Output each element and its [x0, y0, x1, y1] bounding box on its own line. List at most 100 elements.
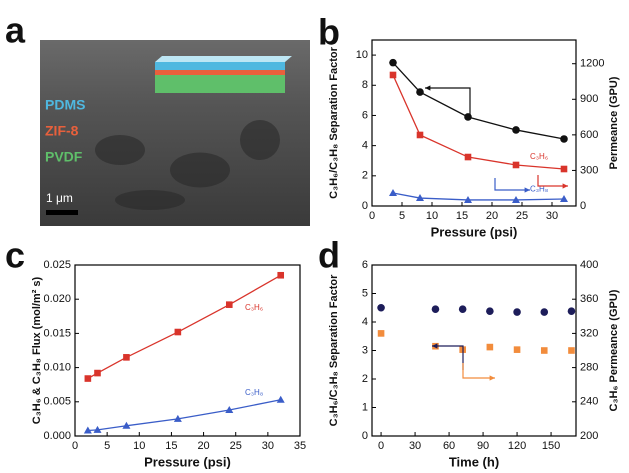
- x-tick-label: 60: [443, 440, 455, 452]
- x-tick-label: 30: [546, 210, 558, 222]
- marker: [512, 195, 520, 203]
- y-tick-label: 4: [362, 316, 368, 328]
- y-axis-label: C₃H₆/C₃H₈ Separation Factor: [328, 274, 340, 426]
- marker: [512, 126, 520, 134]
- y2-tick-label: 1200: [580, 58, 604, 70]
- y2-tick-label: 320: [580, 327, 598, 339]
- marker: [225, 406, 234, 414]
- y-tick-label: 2: [362, 170, 368, 182]
- marker: [416, 131, 424, 139]
- marker: [512, 161, 520, 169]
- layer-label: PVDF: [45, 149, 83, 165]
- marker: [464, 195, 472, 203]
- marker: [560, 135, 568, 143]
- y-axis-label: C₃H₆/C₃H₈ Separation Factor: [328, 46, 340, 198]
- series-name: C₃H₆: [530, 152, 548, 161]
- y-tick-label: 5: [362, 287, 368, 299]
- arrow-head: [524, 187, 530, 193]
- y-tick-label: 3: [362, 344, 368, 356]
- series-name: C₃H₆: [245, 303, 263, 312]
- marker: [122, 421, 131, 429]
- x-axis-label: Time (h): [449, 454, 499, 469]
- y-tick-label: 0.025: [43, 259, 71, 271]
- plot-frame: [371, 39, 577, 207]
- arrow-head: [562, 183, 568, 189]
- panel-label: c: [5, 235, 25, 276]
- y-axis-label: C₃H₆ & C₃H₈ Flux (mol/m² s): [31, 276, 43, 424]
- pore: [170, 152, 230, 188]
- marker: [389, 58, 397, 67]
- y-tick-label: 4: [362, 140, 368, 152]
- inset-pvdf: [155, 75, 285, 93]
- y2-tick-label: 900: [580, 93, 598, 105]
- marker: [464, 153, 472, 161]
- inset-pdms: [155, 62, 285, 70]
- x-tick-label: 15: [165, 440, 177, 452]
- y-tick-label: 0.015: [43, 327, 71, 339]
- marker: [416, 88, 424, 96]
- y-tick-label: 10: [356, 49, 368, 61]
- arrow: [432, 345, 464, 370]
- marker: [540, 308, 549, 316]
- arrow-head: [432, 343, 438, 349]
- marker: [464, 113, 472, 121]
- panel-label: b: [318, 12, 340, 53]
- panel-label: d: [318, 235, 340, 276]
- y2-axis-label: C₃H₆ Permeance (GPU): [608, 289, 620, 411]
- y2-tick-label: 400: [580, 259, 598, 271]
- x-tick-label: 5: [399, 210, 405, 222]
- y-tick-label: 0: [362, 430, 368, 442]
- y-tick-label: 8: [362, 79, 368, 91]
- x-tick-label: 15: [456, 210, 468, 222]
- y-tick-label: 6: [362, 109, 368, 121]
- series-line: [87, 274, 282, 380]
- x-axis-label: Pressure (psi): [144, 454, 231, 469]
- layer-label: PDMS: [45, 97, 85, 113]
- arrow: [425, 87, 471, 118]
- y2-tick-label: 280: [580, 362, 598, 374]
- scale-bar: [46, 210, 78, 215]
- marker: [458, 305, 467, 313]
- marker: [513, 346, 521, 353]
- marker: [123, 354, 130, 361]
- marker: [560, 195, 568, 203]
- y-tick-label: 0.020: [43, 293, 71, 305]
- series-line: [392, 62, 565, 140]
- x-tick-label: 25: [230, 440, 242, 452]
- series-line: [87, 399, 281, 432]
- inset-top: [155, 56, 292, 62]
- y-tick-label: 0.000: [43, 430, 71, 442]
- marker: [83, 426, 92, 434]
- x-tick-label: 20: [197, 440, 209, 452]
- inset-zif: [155, 70, 285, 75]
- marker: [94, 369, 101, 377]
- x-tick-label: 120: [508, 440, 526, 452]
- marker: [93, 425, 102, 433]
- marker: [173, 414, 182, 422]
- marker: [486, 307, 494, 315]
- y-tick-label: 6: [362, 259, 368, 271]
- y2-tick-label: 600: [580, 129, 598, 141]
- y2-tick-label: 200: [580, 430, 598, 442]
- marker: [486, 343, 494, 351]
- marker: [174, 328, 182, 336]
- arrow-head: [425, 85, 431, 91]
- marker: [513, 308, 521, 316]
- x-tick-label: 25: [516, 210, 528, 222]
- x-axis-label: Pressure (psi): [431, 224, 518, 239]
- layer-label: ZIF-8: [45, 123, 79, 139]
- series-name: C₃H₈: [530, 185, 548, 194]
- panel-label: a: [5, 10, 26, 51]
- y2-tick-label: 240: [580, 396, 598, 408]
- pore: [95, 135, 145, 165]
- y2-tick-label: 360: [580, 293, 598, 305]
- x-tick-label: 150: [542, 440, 560, 452]
- x-tick-label: 35: [294, 440, 306, 452]
- x-tick-label: 10: [426, 210, 438, 222]
- x-tick-label: 0: [378, 440, 384, 452]
- marker: [225, 301, 233, 308]
- y-tick-label: 0: [362, 200, 368, 212]
- series-name: C₃H₈: [245, 388, 263, 397]
- marker: [84, 375, 92, 382]
- x-tick-label: 10: [133, 440, 145, 452]
